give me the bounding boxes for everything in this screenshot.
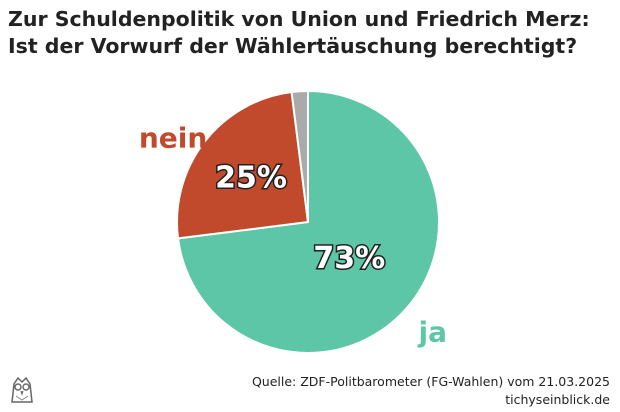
site-name: tichyseinblick.de [505, 392, 610, 407]
category-label-nein: nein [139, 122, 207, 155]
chart-title: Zur Schuldenpolitik von Union und Friedr… [8, 6, 612, 60]
value-label-nein: 25% [215, 160, 287, 195]
category-label-ja: ja [418, 316, 448, 349]
value-label-ja: 73% [313, 241, 385, 276]
source-note: Quelle: ZDF-Politbarometer (FG-Wahlen) v… [251, 374, 610, 389]
owl-icon [6, 374, 38, 410]
pie-slice-other-2 [290, 90, 309, 223]
chart-title-line-2: Ist der Vorwurf der Wählertäuschung bere… [8, 34, 578, 58]
pie-slice-nein [176, 91, 309, 240]
chart-title-line-1: Zur Schuldenpolitik von Union und Friedr… [8, 7, 590, 31]
